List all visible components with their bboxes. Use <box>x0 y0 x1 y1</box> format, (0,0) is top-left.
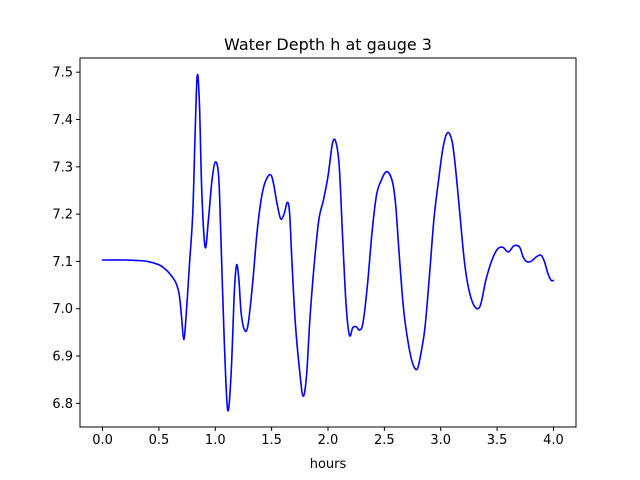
y-tick-label: 6.9 <box>52 350 73 365</box>
y-tick-label: 7.0 <box>52 302 73 317</box>
x-tick-label: 0.0 <box>92 433 113 448</box>
y-tick-label: 7.4 <box>52 113 73 128</box>
x-axis-label: hours <box>310 457 347 472</box>
series-line <box>101 73 555 412</box>
chart-title: Water Depth h at gauge 3 <box>224 35 432 54</box>
y-tick-label: 7.2 <box>52 208 73 223</box>
x-tick-label: 3.5 <box>487 433 508 448</box>
y-tick-label: 6.8 <box>52 397 73 412</box>
x-tick-label: 2.5 <box>374 433 395 448</box>
x-tick-label: 0.5 <box>149 433 170 448</box>
series-layer <box>101 73 555 412</box>
y-tick-label: 7.3 <box>52 160 73 175</box>
x-tick-label: 4.0 <box>543 433 564 448</box>
x-tick-label: 1.0 <box>205 433 226 448</box>
x-tick-label: 1.5 <box>261 433 282 448</box>
axis-ticks: 0.0 0.5 1.0 1.5 2.0 2.5 3.0 3.5 4.0 6.8 6.9 7.0 7.1 7… <box>52 66 563 448</box>
y-tick-label: 7.1 <box>52 255 73 270</box>
x-tick-label: 2.0 <box>318 433 339 448</box>
y-tick-label: 7.5 <box>52 66 73 81</box>
x-tick-label: 3.0 <box>430 433 451 448</box>
plot-area-frame <box>79 57 577 428</box>
